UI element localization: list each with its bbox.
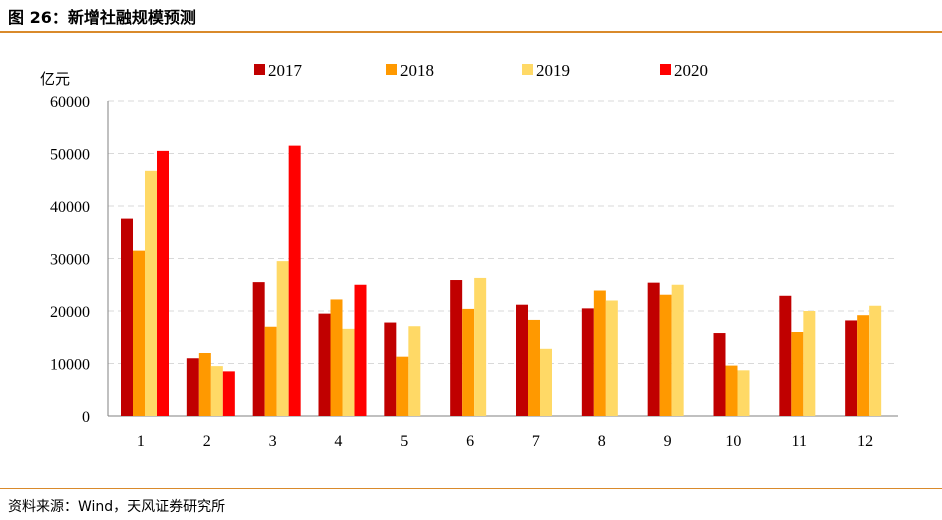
x-tick-label: 1 (137, 433, 145, 450)
bar-2020-3 (288, 145, 301, 416)
y-tick-label: 10000 (50, 357, 90, 374)
x-tick-label: 6 (466, 433, 474, 450)
bar-2020-2 (222, 371, 235, 416)
x-tick-label: 11 (792, 433, 807, 450)
bar-2018-5 (396, 356, 409, 416)
bar-2019-1 (145, 170, 157, 416)
bar-2018-9 (659, 294, 672, 416)
x-tick-label: 8 (598, 433, 606, 450)
bar-2020-1 (157, 150, 169, 416)
bar-2017-9 (647, 282, 660, 416)
x-tick-label: 12 (857, 433, 873, 450)
y-tick-label: 60000 (50, 94, 90, 111)
bar-2017-7 (516, 304, 528, 416)
legend-label-2017: 2017 (268, 61, 303, 80)
bar-2019-2 (210, 366, 223, 416)
bar-2019-6 (474, 277, 487, 416)
bar-2019-3 (276, 261, 289, 416)
bar-2017-2 (186, 358, 199, 416)
header-rule (0, 31, 942, 33)
x-tick-label: 9 (664, 433, 672, 450)
bar-2017-5 (384, 322, 397, 416)
bar-2020-4 (354, 284, 367, 416)
x-tick-label: 5 (400, 433, 408, 450)
bar-2017-11 (779, 295, 792, 416)
bar-2017-10 (713, 333, 726, 416)
x-tick-label: 3 (269, 433, 277, 450)
y-tick-label: 0 (82, 409, 90, 426)
bar-2019-4 (342, 328, 355, 416)
bar-2019-8 (605, 300, 618, 416)
legend-swatch-2019 (522, 64, 533, 75)
y-tick-label: 50000 (50, 147, 90, 164)
legend-label-2019: 2019 (536, 61, 570, 80)
bar-2019-7 (540, 348, 552, 416)
legend-swatch-2020 (660, 64, 671, 75)
bar-2019-5 (408, 326, 421, 416)
bar-2018-4 (330, 299, 343, 416)
bar-2017-12 (845, 320, 858, 416)
bar-2017-3 (252, 282, 265, 416)
bar-2018-10 (725, 365, 738, 416)
legend-label-2020: 2020 (674, 61, 708, 80)
legend-swatch-2017 (254, 64, 265, 75)
legend-label-2018: 2018 (400, 61, 434, 80)
y-unit-label: 亿元 (40, 70, 70, 88)
bar-2018-2 (198, 353, 211, 416)
y-tick-label: 20000 (50, 304, 90, 321)
bar-2019-11 (803, 311, 816, 416)
bar-2018-11 (791, 332, 804, 416)
bar-2018-1 (133, 250, 145, 416)
x-tick-label: 10 (725, 433, 741, 450)
x-tick-label: 4 (334, 433, 342, 450)
bar-2017-8 (581, 308, 594, 416)
y-tick-label: 40000 (50, 199, 90, 216)
bar-2018-3 (264, 326, 277, 416)
x-tick-label: 7 (532, 433, 540, 450)
bar-2017-1 (121, 218, 133, 416)
bar-2018-6 (462, 308, 475, 416)
bar-2019-10 (737, 370, 750, 416)
source-note: 资料来源：Wind，天风证券研究所 (8, 499, 226, 515)
bar-2017-4 (318, 313, 331, 416)
legend-swatch-2018 (386, 64, 397, 75)
y-tick-label: 30000 (50, 252, 90, 269)
bar-2019-9 (671, 284, 684, 416)
bar-2017-6 (450, 280, 463, 416)
bar-2018-12 (857, 315, 870, 416)
x-tick-label: 2 (203, 433, 211, 450)
footer-rule (0, 488, 942, 489)
figure-title: 图 26：新增社融规模预测 (8, 8, 196, 27)
bar-2018-8 (593, 290, 606, 416)
bar-chart: 0 10000 20000 30000 40000 50000 60000 亿元 1 2 3 4 5 6 7… (0, 40, 942, 460)
bar-2019-12 (869, 305, 882, 416)
bar-2018-7 (528, 319, 540, 416)
